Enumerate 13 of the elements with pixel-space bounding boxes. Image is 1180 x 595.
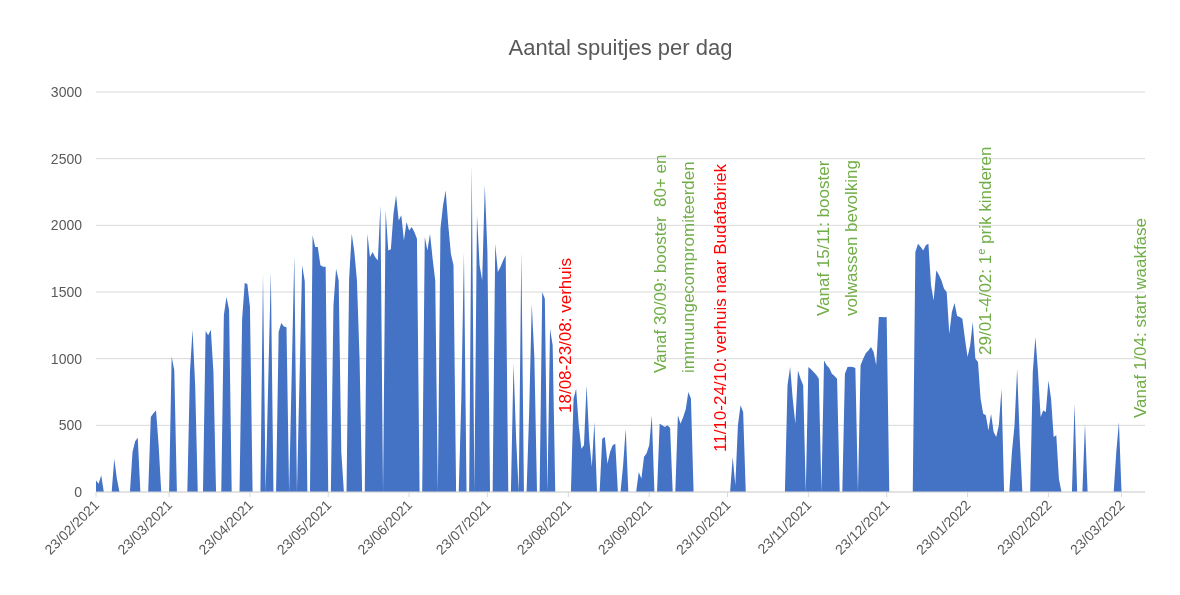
y-tick-label: 1500 — [50, 283, 83, 300]
y-tick-label: 1000 — [50, 350, 83, 367]
y-tick-label: 3000 — [50, 83, 83, 100]
annotation: Vanaf 1/04: start waakfase — [1130, 217, 1150, 418]
y-tick-label: 0 — [74, 483, 83, 500]
annotation: Vanaf 30/09: booster 80+ en immuungecompromiteerden — [651, 154, 698, 373]
annotation: Vanaf 15/11: booster volwassen bevolking — [814, 160, 861, 316]
chart-title: Aantal spuitjes per dag — [508, 35, 733, 60]
y-tick-label: 500 — [58, 417, 83, 434]
y-tick-label: 2000 — [50, 217, 83, 234]
annotation: 11/10-24/10: verhuis naar Budafabriek — [710, 163, 730, 452]
y-tick-label: 2500 — [50, 150, 83, 167]
annotation: 18/08-23/08: verhuis — [555, 258, 575, 413]
